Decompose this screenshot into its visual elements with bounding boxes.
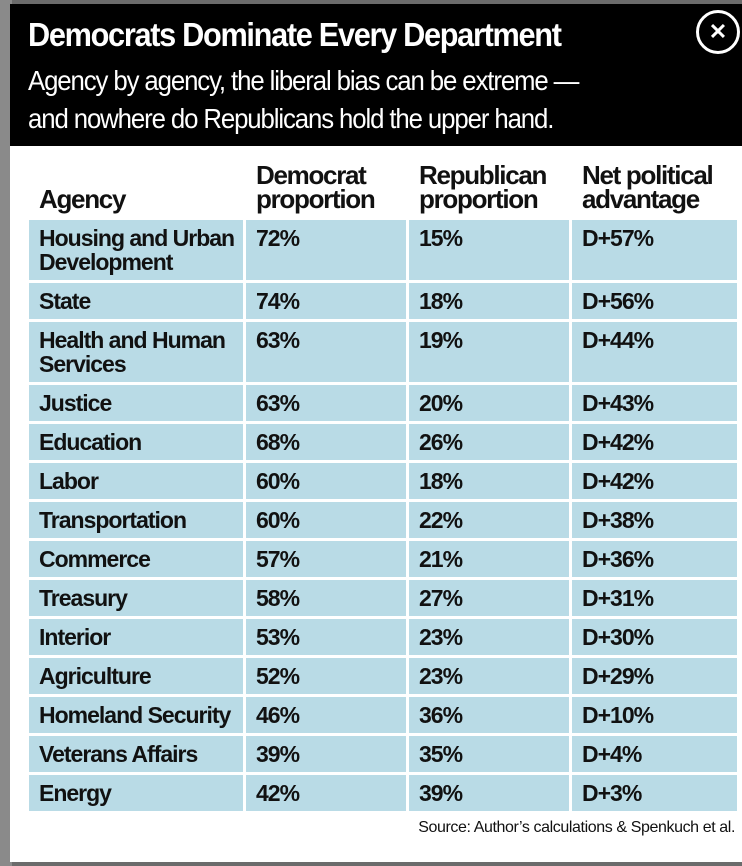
subtitle-line: and nowhere do Republicans hold the uppe…	[28, 103, 554, 134]
table-row: Education 68% 26% D+42%	[29, 424, 737, 460]
agency-cell: Energy	[29, 775, 243, 811]
table-header-row: Agency Democrat proportion Republican prop…	[29, 155, 737, 217]
republican-cell: 15%	[409, 220, 569, 280]
democrat-cell: 63%	[246, 385, 406, 421]
graphic-header: Democrats Dominate Every Department Agen…	[10, 4, 742, 146]
democrat-cell: 58%	[246, 580, 406, 616]
table-row: Agriculture 52% 23% D+29%	[29, 658, 737, 694]
net-advantage-cell: D+10%	[572, 697, 737, 733]
net-advantage-cell: D+42%	[572, 463, 737, 499]
agency-cell: Treasury	[29, 580, 243, 616]
agency-cell: Interior	[29, 619, 243, 655]
agency-cell: Transportation	[29, 502, 243, 538]
republican-cell: 18%	[409, 283, 569, 319]
net-advantage-cell: D+4%	[572, 736, 737, 772]
agency-cell: Education	[29, 424, 243, 460]
democrat-cell: 52%	[246, 658, 406, 694]
close-button[interactable]: ✕	[696, 10, 740, 54]
source-note: Source: Author’s calculations & Spenkuch…	[418, 819, 735, 836]
subtitle-line: Agency by agency, the liberal bias can b…	[28, 65, 579, 96]
table-row: Labor 60% 18% D+42%	[29, 463, 737, 499]
agency-table: Agency Democrat proportion Republican prop…	[26, 152, 740, 814]
net-advantage-cell: D+43%	[572, 385, 737, 421]
republican-cell: 23%	[409, 619, 569, 655]
democrat-cell: 68%	[246, 424, 406, 460]
table-row: Transportation 60% 22% D+38%	[29, 502, 737, 538]
agency-cell: Justice	[29, 385, 243, 421]
table-row: Homeland Security 46% 36% D+10%	[29, 697, 737, 733]
republican-cell: 18%	[409, 463, 569, 499]
democrat-cell: 74%	[246, 283, 406, 319]
agency-cell: Health and Human Services	[29, 322, 243, 382]
democrat-cell: 60%	[246, 502, 406, 538]
democrat-cell: 39%	[246, 736, 406, 772]
democrat-cell: 42%	[246, 775, 406, 811]
close-icon: ✕	[708, 19, 728, 44]
background-page	[0, 0, 12, 866]
table-row: Treasury 58% 27% D+31%	[29, 580, 737, 616]
republican-cell: 35%	[409, 736, 569, 772]
column-header: Republican proportion	[419, 160, 547, 214]
republican-cell: 21%	[409, 541, 569, 577]
net-advantage-cell: D+42%	[572, 424, 737, 460]
democrat-cell: 57%	[246, 541, 406, 577]
republican-cell: 39%	[409, 775, 569, 811]
net-advantage-cell: D+36%	[572, 541, 737, 577]
agency-cell: Homeland Security	[29, 697, 243, 733]
net-advantage-cell: D+31%	[572, 580, 737, 616]
democrat-cell: 63%	[246, 322, 406, 382]
table-row: Veterans Affairs 39% 35% D+4%	[29, 736, 737, 772]
table-row: Housing and Urban Development 72% 15% D+57%	[29, 220, 737, 280]
agency-cell: Labor	[29, 463, 243, 499]
republican-cell: 23%	[409, 658, 569, 694]
net-advantage-cell: D+29%	[572, 658, 737, 694]
republican-cell: 36%	[409, 697, 569, 733]
graphic-body: Agency Democrat proportion Republican prop…	[10, 146, 742, 838]
agency-cell: State	[29, 283, 243, 319]
graphic-subtitle: Agency by agency, the liberal bias can b…	[28, 62, 579, 138]
democrat-cell: 60%	[246, 463, 406, 499]
net-advantage-cell: D+57%	[572, 220, 737, 280]
republican-cell: 20%	[409, 385, 569, 421]
table-row: State 74% 18% D+56%	[29, 283, 737, 319]
table-row: Health and Human Services 63% 19% D+44%	[29, 322, 737, 382]
agency-cell: Housing and Urban Development	[29, 220, 243, 280]
democrat-cell: 53%	[246, 619, 406, 655]
republican-cell: 19%	[409, 322, 569, 382]
net-advantage-cell: D+44%	[572, 322, 737, 382]
democrat-cell: 46%	[246, 697, 406, 733]
agency-cell: Veterans Affairs	[29, 736, 243, 772]
republican-cell: 22%	[409, 502, 569, 538]
image-lightbox: Democrats Dominate Every Department Agen…	[10, 4, 742, 862]
table-row: Interior 53% 23% D+30%	[29, 619, 737, 655]
graphic-title: Democrats Dominate Every Department	[28, 16, 562, 53]
column-header: Agency	[39, 184, 126, 214]
republican-cell: 26%	[409, 424, 569, 460]
column-header: Democrat proportion	[256, 160, 376, 214]
net-advantage-cell: D+3%	[572, 775, 737, 811]
table-row: Commerce 57% 21% D+36%	[29, 541, 737, 577]
net-advantage-cell: D+38%	[572, 502, 737, 538]
agency-cell: Agriculture	[29, 658, 243, 694]
table-row: Energy 42% 39% D+3%	[29, 775, 737, 811]
agency-cell: Commerce	[29, 541, 243, 577]
democrat-cell: 72%	[246, 220, 406, 280]
net-advantage-cell: D+56%	[572, 283, 737, 319]
column-header: Net political advantage	[582, 160, 714, 214]
net-advantage-cell: D+30%	[572, 619, 737, 655]
table-row: Justice 63% 20% D+43%	[29, 385, 737, 421]
republican-cell: 27%	[409, 580, 569, 616]
